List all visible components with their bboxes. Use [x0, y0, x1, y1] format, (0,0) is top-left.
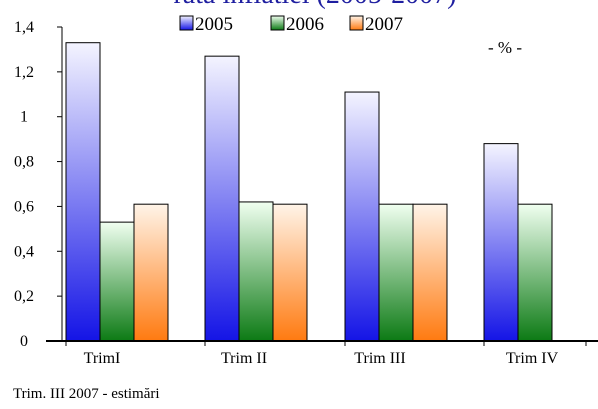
- legend-swatch-2006: [270, 15, 285, 31]
- y-tick-label: 0,4: [14, 243, 34, 260]
- unit-label: - % -: [488, 38, 522, 57]
- bar-2005-1: [204, 55, 240, 342]
- bar-2005-0: [65, 42, 101, 342]
- legend: 2005 2006 2007: [179, 14, 403, 35]
- legend-swatch-2007: [349, 15, 364, 31]
- legend-swatch-2005: [179, 15, 194, 31]
- bar-2007-2: [412, 203, 448, 342]
- bars: [65, 42, 553, 342]
- legend-label-2007: 2007: [365, 14, 403, 35]
- bar-2006-0: [99, 221, 135, 342]
- y-axis: 0 0,2 0,4 0,6 0,8 1 1,2 1,4: [14, 19, 63, 350]
- legend-label-2006: 2006: [286, 14, 324, 35]
- x-tick-label: Trim III: [354, 350, 405, 367]
- bar-2006-2: [378, 203, 414, 342]
- bar-2005-3: [483, 143, 519, 342]
- legend-label-2005: 2005: [195, 14, 233, 35]
- y-tick-label: 0: [20, 333, 28, 350]
- bar-2007-1: [272, 203, 308, 342]
- y-tick-label: 1: [20, 109, 28, 126]
- bar-2006-3: [517, 203, 553, 342]
- bar-2007-0: [133, 203, 169, 342]
- footnote: Trim. III 2007 - estimări: [13, 386, 160, 402]
- bar-2005-2: [344, 91, 380, 342]
- chart-title: rata inflatiei (2005-2007): [173, 0, 456, 10]
- y-tick-label: 1,2: [14, 64, 34, 81]
- y-tick-label: 0,2: [14, 288, 34, 305]
- x-axis: TrimI Trim II Trim III Trim IV: [46, 340, 598, 367]
- y-tick-label: 0,6: [14, 198, 34, 215]
- y-tick-label: 1,4: [14, 19, 34, 36]
- x-tick-label: TrimI: [84, 350, 121, 367]
- x-tick-label: Trim IV: [506, 350, 559, 367]
- x-tick-label: Trim II: [221, 350, 267, 367]
- bar-2006-1: [238, 201, 274, 342]
- y-tick-label: 0,8: [14, 154, 34, 171]
